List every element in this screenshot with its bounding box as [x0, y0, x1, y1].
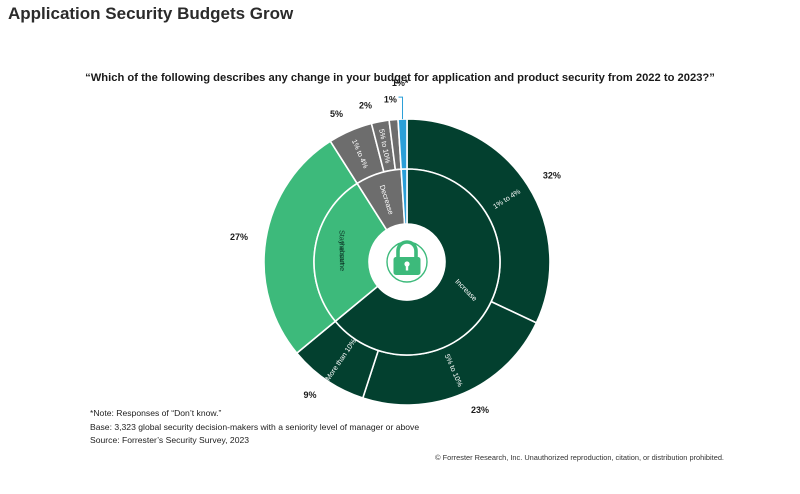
page-title: Application Security Budgets Grow [8, 4, 294, 23]
base-text: Base: 3,323 global security decision-mak… [90, 421, 420, 432]
pct-label-1-7: 1%* [392, 78, 409, 88]
pct-label-9-2: 9% [303, 390, 316, 400]
pct-label-23-1: 23% [471, 405, 489, 415]
copyright-text: © Forrester Research, Inc. Unauthorized … [435, 453, 724, 462]
inner-slice-increase-0 [334, 168, 501, 356]
pct-label-5-4: 5% [330, 109, 343, 119]
inner-slice-stay-about-the-same-1 [313, 182, 388, 323]
inner-ring [313, 168, 501, 356]
dont-know-leader-line [398, 96, 404, 120]
footnotes: *Note: Responses of “Don’t know.” Base: … [90, 407, 419, 448]
source-text: Source: Forrester’s Security Survey, 202… [90, 435, 250, 445]
pct-label-1-6: 1% [384, 95, 397, 105]
pct-label-27-3: 27% [230, 232, 248, 242]
note-text: *Note: Responses of “Don’t know.” [90, 408, 222, 418]
pct-label-32-0: 32% [543, 171, 561, 181]
lock-icon [386, 240, 428, 283]
percentage-labels: 32% 23% 9% 27% 5% 2% 1% 1%* [230, 78, 561, 415]
survey-question: “Which of the following describes any ch… [85, 72, 715, 84]
inner-label-stay-about-the-same: the same [338, 241, 348, 271]
inner-label-stay-about-the-same: Stay about [338, 230, 348, 265]
pct-label-2-5: 2% [359, 101, 372, 111]
inner-slice-unlabeled-3 [400, 168, 408, 225]
